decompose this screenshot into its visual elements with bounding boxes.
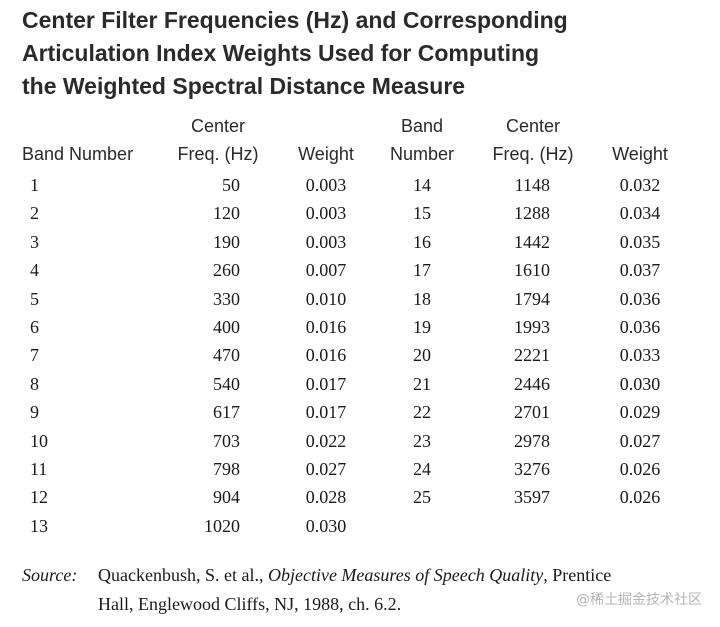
weight-cell: 0.030 xyxy=(619,374,661,394)
frequency-cell: 798 xyxy=(213,459,240,479)
frequency-cell: 470 xyxy=(213,345,240,365)
weight-cell: 0.034 xyxy=(619,203,661,223)
frequency-cell: 2978 xyxy=(514,431,550,451)
frequency-cell: 2446 xyxy=(514,374,550,394)
band-number-cell: 1 xyxy=(30,175,39,195)
weight-cell: 0.032 xyxy=(619,175,661,195)
weight-cell: 0.010 xyxy=(305,289,347,309)
weight-cell: 0.003 xyxy=(305,175,347,195)
frequency-cell: 1610 xyxy=(514,260,550,280)
band-number-cell: 4 xyxy=(30,260,39,280)
band-number-cell: 12 xyxy=(30,487,48,507)
header-freq-left: Freq. (Hz) xyxy=(177,144,259,164)
frequency-cell: 2221 xyxy=(514,345,550,365)
weight-cell: 0.026 xyxy=(619,487,661,507)
header-number-right: Number xyxy=(389,144,455,164)
band-number-cell: 6 xyxy=(30,317,39,337)
weight-cell: 0.007 xyxy=(305,260,347,280)
band-number-cell: 9 xyxy=(30,402,39,422)
weight-cell: 0.016 xyxy=(305,317,347,337)
frequency-cell: 260 xyxy=(213,260,240,280)
source-line-2: Hall, Englewood Cliffs, NJ, 1988, ch. 6.… xyxy=(98,594,402,614)
band-number-cell: 16 xyxy=(413,232,431,252)
header-weight-right: Weight xyxy=(612,144,668,164)
band-number-cell: 14 xyxy=(413,175,431,195)
weight-cell: 0.016 xyxy=(305,345,347,365)
frequency-cell: 3597 xyxy=(514,487,550,507)
frequency-cell: 2701 xyxy=(514,402,550,422)
frequency-cell: 330 xyxy=(213,289,240,309)
band-number-cell: 8 xyxy=(30,374,39,394)
table-title: Center Filter Frequencies (Hz) and Corre… xyxy=(22,4,702,103)
frequency-cell: 1442 xyxy=(514,232,550,252)
weight-cell: 0.017 xyxy=(305,402,347,422)
frequency-cell: 617 xyxy=(213,402,240,422)
band-number-cell: 24 xyxy=(413,459,431,479)
source-book-title: Objective Measures of Speech Quality xyxy=(267,565,544,585)
frequency-cell: 703 xyxy=(213,431,240,451)
frequency-cell: 3276 xyxy=(514,459,550,479)
band-number-cell: 3 xyxy=(30,232,39,252)
frequency-cell: 400 xyxy=(213,317,240,337)
band-number-cell: 23 xyxy=(413,431,431,451)
band-number-cell: 2 xyxy=(30,203,39,223)
weight-cell: 0.037 xyxy=(619,260,661,280)
weight-cell: 0.030 xyxy=(305,516,347,536)
band-number-cell: 20 xyxy=(413,345,431,365)
frequency-cell: 190 xyxy=(213,232,240,252)
source-label: Source: xyxy=(22,565,78,585)
weight-cell: 0.027 xyxy=(619,431,661,451)
band-number-cell: 15 xyxy=(413,203,431,223)
band-number-cell: 17 xyxy=(413,260,431,280)
weight-cell: 0.003 xyxy=(305,203,347,223)
header-band-number: Band Number xyxy=(22,144,134,164)
band-number-cell: 25 xyxy=(413,487,431,507)
band-number-cell: 7 xyxy=(30,345,39,365)
weight-cell: 0.017 xyxy=(305,374,347,394)
weight-cell: 0.026 xyxy=(619,459,661,479)
band-number-cell: 11 xyxy=(30,459,48,479)
weight-cell: 0.035 xyxy=(619,232,661,252)
frequency-cell: 1288 xyxy=(514,203,550,223)
band-number-cell: 18 xyxy=(413,289,431,309)
weight-cell: 0.027 xyxy=(305,459,347,479)
frequency-cell: 904 xyxy=(213,487,240,507)
band-number-cell: 10 xyxy=(30,431,48,451)
weight-cell: 0.029 xyxy=(619,402,661,422)
header-center-left: Center xyxy=(190,116,246,136)
band-number-cell: 22 xyxy=(413,402,431,422)
band-number-cell: 5 xyxy=(30,289,39,309)
title-line-2: Articulation Index Weights Used for Comp… xyxy=(22,40,540,66)
source-publisher-start: , Prentice xyxy=(543,565,612,585)
frequency-cell: 120 xyxy=(213,203,240,223)
weight-cell: 0.036 xyxy=(619,289,661,309)
watermark: @稀土掘金技术社区 xyxy=(576,592,702,608)
header-band-right: Band xyxy=(400,116,444,136)
header-center-right: Center xyxy=(505,116,561,136)
weight-cell: 0.028 xyxy=(305,487,347,507)
frequency-cell: 1020 xyxy=(204,516,240,536)
header-weight-left: Weight xyxy=(298,144,354,164)
frequency-cell: 1148 xyxy=(514,175,550,195)
source-line-1: Quackenbush, S. et al., Objective Measur… xyxy=(98,561,611,590)
band-number-cell: 21 xyxy=(413,374,431,394)
header-freq-right: Freq. (Hz) xyxy=(492,144,574,164)
weight-cell: 0.003 xyxy=(305,232,347,252)
band-number-cell: 19 xyxy=(413,317,431,337)
frequency-cell: 1794 xyxy=(514,289,550,309)
weight-cell: 0.036 xyxy=(619,317,661,337)
weight-cell: 0.033 xyxy=(619,345,661,365)
frequency-cell: 1993 xyxy=(514,317,550,337)
title-line-3: the Weighted Spectral Distance Measure xyxy=(22,73,466,99)
frequency-cell: 540 xyxy=(213,374,240,394)
band-number-cell: 13 xyxy=(30,516,48,536)
weight-cell: 0.022 xyxy=(305,431,347,451)
source-authors: Quackenbush, S. et al., xyxy=(98,565,268,585)
title-line-1: Center Filter Frequencies (Hz) and Corre… xyxy=(22,7,568,33)
frequency-cell: 50 xyxy=(222,175,240,195)
